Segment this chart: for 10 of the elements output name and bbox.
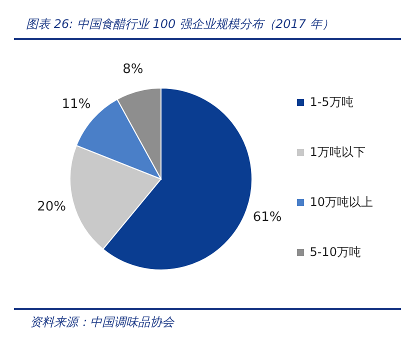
data-label: 61% [252,210,282,225]
chart-title: 图表 26: 中国食醋行业 100 强企业规模分布（2017 年） [26,16,334,33]
data-label: 20% [37,200,66,215]
data-label: 11% [62,96,91,112]
text: 资料来源：中国调味品协会 [30,314,174,331]
legend-label: 5-10万吨 [310,244,361,260]
legend-label: 1万吨以下 [310,144,366,160]
data-label: 8% [122,62,144,78]
legend-label: 10万吨以上 [310,194,373,210]
legend-label: 1-5万吨 [310,94,354,110]
